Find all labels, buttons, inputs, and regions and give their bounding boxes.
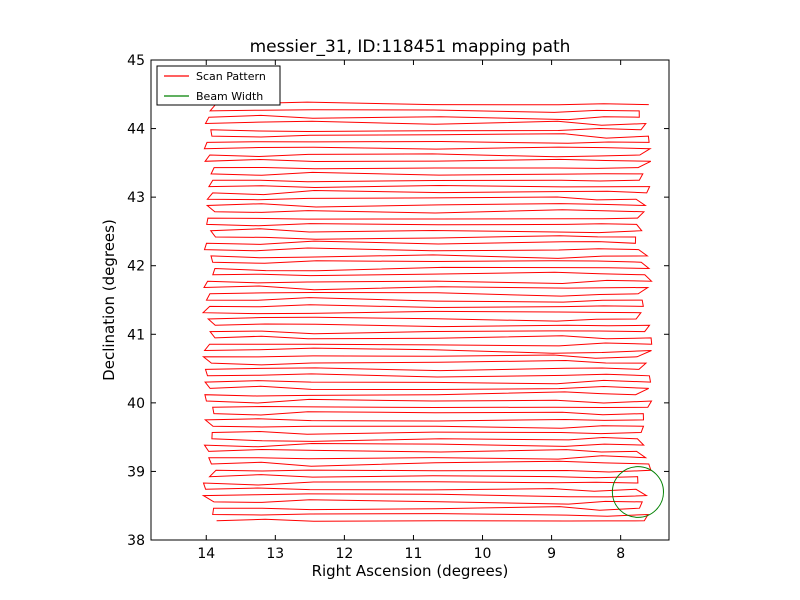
beam-width-circle: [611, 466, 664, 518]
beam-width-layer: [611, 466, 664, 518]
x-tick-label: 14: [197, 546, 215, 562]
x-tick-label: 11: [405, 546, 423, 562]
x-tick-label: 8: [616, 546, 625, 562]
scan-pattern-layer: [201, 101, 653, 522]
legend-beam-label: Beam Width: [196, 90, 263, 103]
y-tick-label: 44: [127, 122, 145, 138]
x-tick-label: 9: [547, 546, 556, 562]
x-axis-ticks: 14 13 12 11 10 9 8: [197, 60, 625, 562]
x-axis-label: Right Ascension (degrees): [312, 562, 509, 580]
y-axis-label: Declination (degrees): [100, 219, 118, 381]
y-tick-label: 38: [127, 533, 145, 549]
y-tick-label: 39: [127, 464, 145, 480]
legend-box: [156, 65, 281, 106]
y-tick-label: 45: [127, 53, 145, 69]
x-tick-label: 12: [335, 546, 353, 562]
scan-pattern-line: [201, 101, 653, 522]
y-tick-label: 42: [127, 259, 145, 275]
plot-frame: [150, 59, 670, 541]
y-axis-ticks: 38 39 40 41 42 43 44 45: [127, 53, 669, 549]
y-tick-label: 43: [127, 190, 145, 206]
x-tick-label: 13: [266, 546, 284, 562]
x-tick-label: 10: [474, 546, 492, 562]
legend: Scan Pattern Beam Width: [156, 65, 281, 106]
chart-title: messier_31, ID:118451 mapping path: [250, 37, 571, 57]
legend-scan-label: Scan Pattern: [196, 70, 266, 83]
y-tick-label: 40: [127, 396, 145, 412]
y-tick-label: 41: [127, 327, 145, 343]
